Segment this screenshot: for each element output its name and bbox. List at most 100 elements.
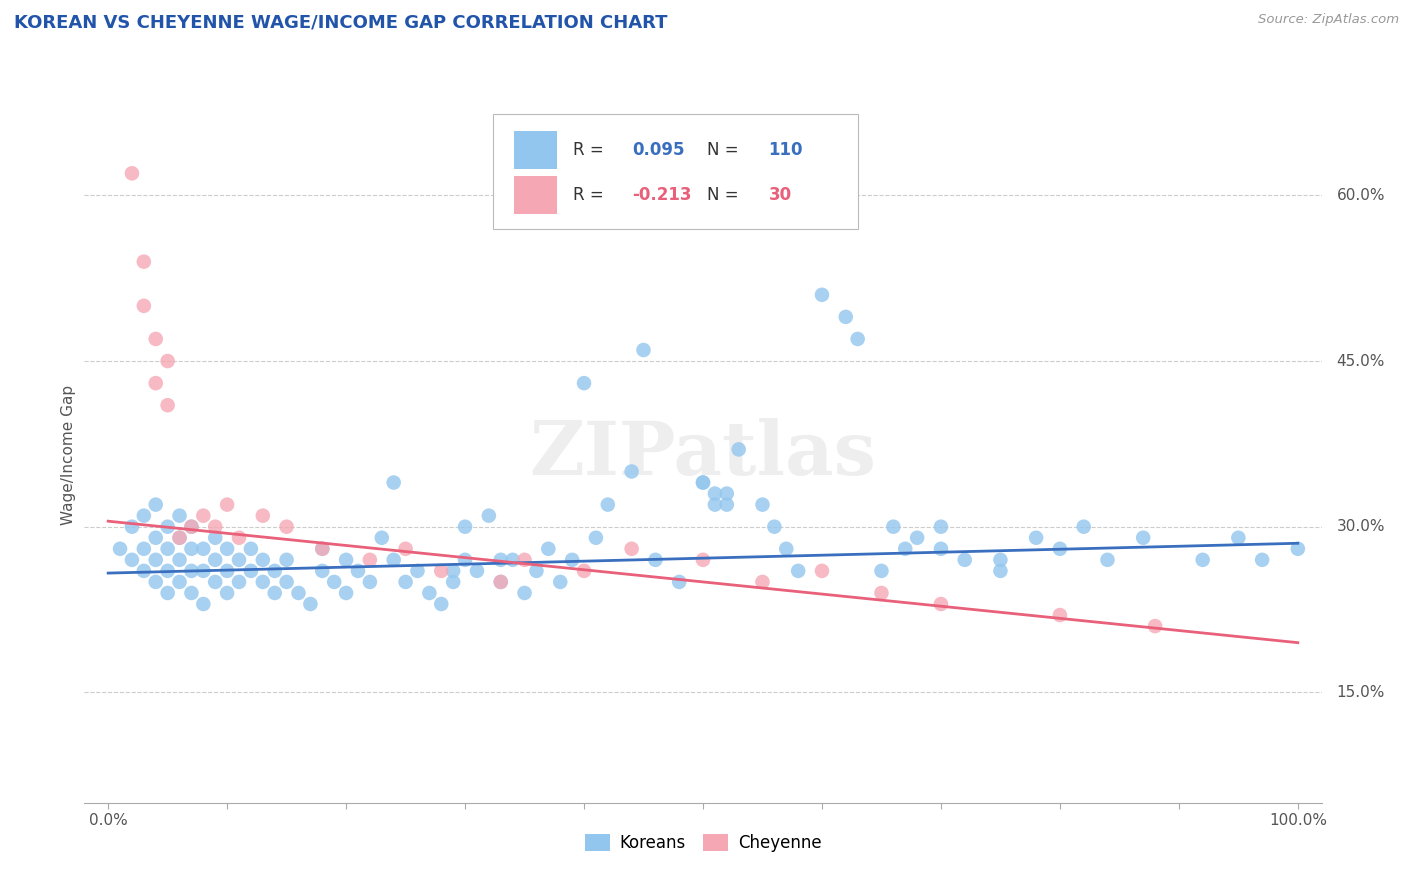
Point: [276, 553, 298, 567]
Point: [406, 564, 429, 578]
Point: [716, 486, 738, 500]
Point: [180, 586, 202, 600]
Point: [180, 519, 202, 533]
Point: [156, 541, 179, 556]
Point: [692, 475, 714, 490]
Y-axis label: Wage/Income Gap: Wage/Income Gap: [60, 384, 76, 525]
Point: [454, 553, 477, 567]
Point: [323, 574, 346, 589]
Point: [526, 564, 548, 578]
Point: [585, 531, 607, 545]
Point: [465, 564, 488, 578]
Point: [1286, 541, 1309, 556]
Point: [132, 541, 155, 556]
Point: [537, 541, 560, 556]
Point: [882, 519, 904, 533]
Point: [287, 586, 309, 600]
Point: [1191, 553, 1213, 567]
Point: [1049, 608, 1071, 623]
Point: [145, 553, 167, 567]
Point: [478, 508, 501, 523]
Point: [169, 531, 191, 545]
Point: [894, 541, 917, 556]
Point: [430, 564, 453, 578]
Point: [703, 486, 725, 500]
Point: [204, 553, 226, 567]
FancyBboxPatch shape: [513, 131, 557, 169]
Point: [263, 586, 285, 600]
Point: [382, 475, 405, 490]
Point: [156, 354, 179, 368]
Point: [169, 531, 191, 545]
Point: [572, 564, 595, 578]
Point: [276, 574, 298, 589]
Point: [311, 541, 333, 556]
Text: ZIPatlas: ZIPatlas: [530, 418, 876, 491]
Point: [513, 553, 536, 567]
Point: [239, 564, 262, 578]
Point: [513, 586, 536, 600]
Point: [228, 553, 250, 567]
Text: 60.0%: 60.0%: [1337, 188, 1385, 202]
Point: [1073, 519, 1095, 533]
Text: 110: 110: [769, 141, 803, 159]
Point: [418, 586, 440, 600]
Point: [502, 553, 524, 567]
Point: [870, 586, 893, 600]
Point: [132, 299, 155, 313]
Point: [441, 574, 464, 589]
Point: [620, 541, 643, 556]
Point: [193, 508, 215, 523]
Text: 30: 30: [769, 186, 792, 204]
Point: [763, 519, 786, 533]
Point: [204, 519, 226, 533]
Point: [193, 564, 215, 578]
Point: [145, 498, 167, 512]
Point: [548, 574, 571, 589]
Point: [335, 586, 357, 600]
Point: [716, 498, 738, 512]
Point: [441, 564, 464, 578]
Point: [561, 553, 583, 567]
Point: [1132, 531, 1154, 545]
Point: [359, 553, 381, 567]
Point: [430, 597, 453, 611]
Point: [835, 310, 858, 324]
Point: [394, 574, 416, 589]
Text: KOREAN VS CHEYENNE WAGE/INCOME GAP CORRELATION CHART: KOREAN VS CHEYENNE WAGE/INCOME GAP CORRE…: [14, 13, 668, 31]
Text: R =: R =: [574, 141, 609, 159]
Point: [276, 519, 298, 533]
Point: [228, 531, 250, 545]
FancyBboxPatch shape: [513, 176, 557, 214]
Point: [263, 564, 285, 578]
Point: [299, 597, 322, 611]
Point: [787, 564, 810, 578]
Point: [990, 564, 1012, 578]
Point: [132, 564, 155, 578]
Point: [620, 465, 643, 479]
Point: [811, 287, 834, 301]
Point: [394, 541, 416, 556]
Point: [252, 553, 274, 567]
Point: [929, 597, 952, 611]
Point: [382, 553, 405, 567]
Text: 0.095: 0.095: [633, 141, 685, 159]
Point: [121, 519, 143, 533]
Text: 15.0%: 15.0%: [1337, 685, 1385, 700]
Point: [169, 508, 191, 523]
Point: [180, 564, 202, 578]
Point: [633, 343, 655, 357]
Point: [180, 541, 202, 556]
Point: [252, 574, 274, 589]
Point: [156, 398, 179, 412]
Point: [703, 498, 725, 512]
Point: [489, 574, 512, 589]
Point: [204, 574, 226, 589]
Point: [751, 498, 773, 512]
Point: [145, 376, 167, 391]
Text: -0.213: -0.213: [633, 186, 692, 204]
Point: [193, 541, 215, 556]
Point: [156, 564, 179, 578]
Point: [108, 541, 131, 556]
Point: [311, 541, 333, 556]
